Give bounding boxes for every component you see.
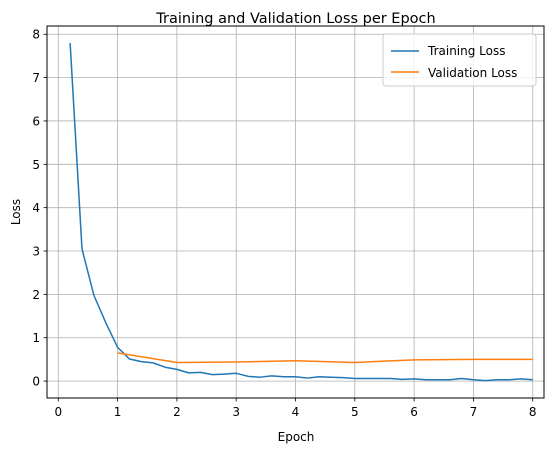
y-tick-label: 0 [32, 375, 40, 389]
x-tick-label: 4 [292, 405, 300, 419]
y-tick-label: 5 [32, 158, 40, 172]
y-tick-label: 3 [32, 245, 40, 259]
x-tick-label: 3 [232, 405, 240, 419]
x-tick-label: 7 [470, 405, 478, 419]
y-tick-label: 2 [32, 288, 40, 302]
legend-label-validation-loss: Validation Loss [428, 66, 517, 80]
legend-label-training-loss: Training Loss [427, 44, 505, 58]
y-tick-label: 4 [32, 201, 40, 215]
chart-title: Training and Validation Loss per Epoch [155, 11, 435, 27]
x-tick-label: 2 [173, 405, 181, 419]
x-tick-label: 6 [410, 405, 418, 419]
y-tick-label: 6 [32, 114, 40, 128]
y-tick-label: 7 [32, 71, 40, 85]
y-tick-label: 1 [32, 331, 40, 345]
x-tick-label: 0 [54, 405, 62, 419]
y-axis-label: Loss [9, 199, 23, 225]
y-tick-label: 8 [32, 28, 40, 42]
x-tick-label: 8 [529, 405, 537, 419]
x-tick-label: 1 [114, 405, 122, 419]
legend: Training Loss Validation Loss [383, 34, 536, 86]
x-tick-label: 5 [351, 405, 359, 419]
x-axis-label: Epoch [278, 430, 315, 444]
